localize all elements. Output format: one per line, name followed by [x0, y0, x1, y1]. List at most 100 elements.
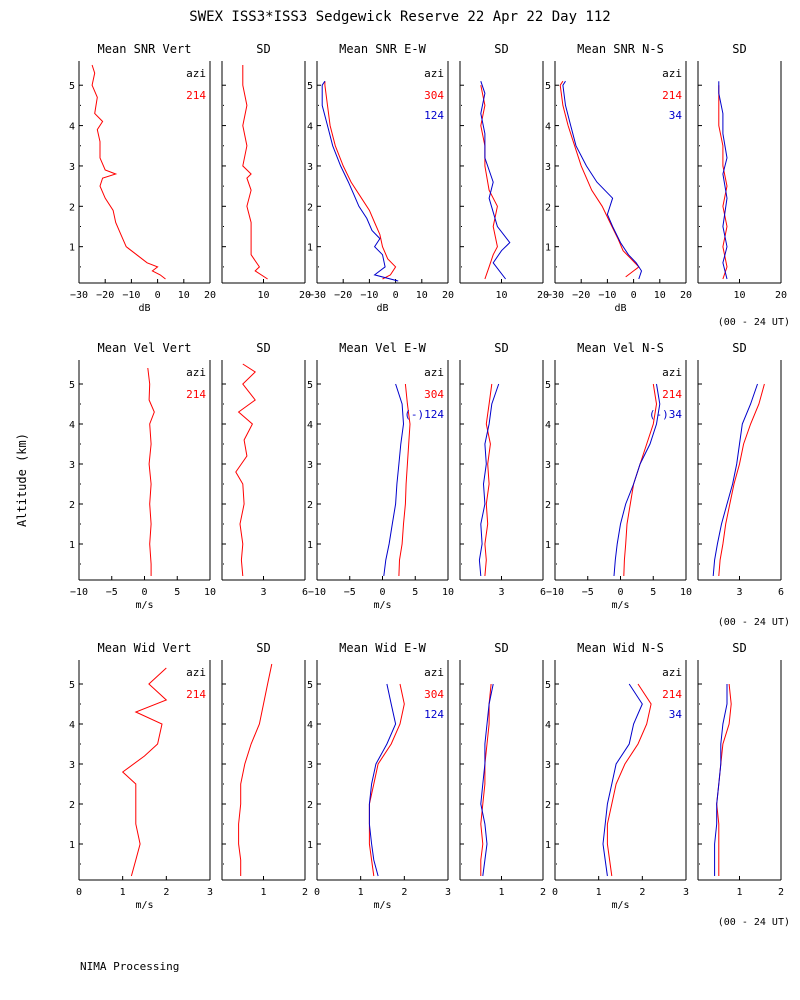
y-tick-label: 2	[307, 202, 313, 213]
x-tick-label: −5	[106, 587, 118, 598]
panel-title: Mean SNR E-W	[339, 42, 426, 56]
y-tick-label: 3	[69, 760, 75, 771]
x-tick-label: −10	[360, 290, 378, 301]
time-range-note: (00 - 24 UT)	[718, 317, 790, 328]
panel-vel-6: SD 3 6	[697, 341, 784, 598]
panel-vel-2: SD 3 6	[221, 341, 308, 598]
y-tick-label: 2	[69, 500, 75, 511]
panel-wid-1: Mean Wid Vert 1 2 3 4 5 0 1 2 3 m/s azi 214	[69, 641, 213, 911]
y-tick-label: 2	[545, 500, 551, 511]
x-tick-label: 20	[537, 290, 549, 301]
panel-title: Mean Wid N-S	[577, 641, 664, 655]
series-line-304	[480, 85, 498, 280]
y-tick-label: 5	[545, 81, 551, 92]
panel-vel-4: SD 3 6	[459, 341, 546, 598]
x-tick-label: 10	[495, 290, 507, 301]
y-tick-label: 2	[69, 202, 75, 213]
series-line-124	[480, 683, 494, 877]
y-tick-label: 2	[69, 800, 75, 811]
x-tick-label: −30	[70, 290, 88, 301]
x-tick-label: 6	[302, 587, 308, 598]
legend-entry: (-)124	[404, 408, 444, 421]
legend-heading: azi	[662, 366, 682, 379]
x-tick-label: 6	[540, 587, 546, 598]
panel-title: Mean Wid E-W	[339, 641, 426, 655]
x-tick-label: −5	[582, 587, 594, 598]
y-tick-label: 3	[69, 460, 75, 471]
x-tick-label: 2	[639, 887, 645, 898]
series-line-34	[712, 383, 758, 577]
series-line-214	[718, 85, 728, 280]
altitude-axis-label: Altitude (km)	[15, 433, 29, 527]
panel-snr-6: SD 10 20	[697, 42, 787, 301]
x-tick-label: 6	[778, 587, 784, 598]
x-tick-label: 3	[736, 587, 742, 598]
panel-title: SD	[256, 42, 270, 56]
legend-heading: azi	[424, 666, 444, 679]
legend-entry: (-)34	[649, 408, 682, 421]
y-tick-label: 3	[545, 760, 551, 771]
legend-heading: azi	[186, 666, 206, 679]
panel-title: SD	[732, 42, 746, 56]
panel-title: Mean SNR Vert	[98, 42, 192, 56]
series-line-124	[368, 683, 397, 877]
y-tick-label: 4	[545, 420, 551, 431]
y-tick-label: 5	[69, 81, 75, 92]
x-tick-label: 0	[393, 290, 399, 301]
footer-processing-label: NIMA Processing	[80, 960, 179, 973]
legend-heading: azi	[424, 366, 444, 379]
panel-wid-3: Mean Wid E-W 1 2 3 4 5 0 1 2 3 m/s azi 304 124	[307, 641, 451, 911]
x-tick-label: −20	[96, 290, 114, 301]
legend-entry: 304	[424, 688, 444, 701]
legend-entry: 34	[669, 109, 683, 122]
series-line-304	[368, 683, 405, 877]
x-axis-label: dB	[614, 303, 626, 314]
panel-title: Mean Vel Vert	[98, 341, 192, 355]
y-tick-label: 1	[545, 243, 551, 254]
y-tick-label: 1	[307, 840, 313, 851]
y-tick-label: 2	[545, 800, 551, 811]
series-line-124	[383, 383, 405, 577]
y-tick-label: 1	[307, 243, 313, 254]
x-tick-label: 1	[498, 887, 504, 898]
y-tick-label: 1	[545, 540, 551, 551]
y-tick-label: 5	[545, 380, 551, 391]
x-tick-label: 20	[680, 290, 692, 301]
panel-snr-1: Mean SNR Vert 1 2 3 4 5 −30 −20 −10 0 10 20 dB azi 214	[69, 42, 216, 314]
x-tick-label: 2	[778, 887, 784, 898]
panel-snr-3: Mean SNR E-W 1 2 3 4 5 −30 −20 −10 0 10 20 dB azi 304 1…	[307, 42, 454, 314]
y-tick-label: 5	[307, 81, 313, 92]
x-tick-label: −10	[598, 290, 616, 301]
panel-wid-4: SD 1 2	[459, 641, 546, 898]
x-tick-label: 3	[445, 887, 451, 898]
series-line-214	[559, 80, 640, 278]
x-tick-label: 10	[257, 290, 269, 301]
y-tick-label: 2	[307, 500, 313, 511]
panel-title: SD	[494, 641, 508, 655]
x-tick-label: 5	[174, 587, 180, 598]
x-tick-label: 20	[775, 290, 787, 301]
x-tick-label: 2	[401, 887, 407, 898]
series-line-214	[238, 663, 273, 876]
x-tick-label: 20	[204, 290, 216, 301]
x-tick-label: 20	[299, 290, 311, 301]
legend-heading: azi	[662, 666, 682, 679]
x-tick-label: 10	[733, 290, 745, 301]
y-tick-label: 1	[307, 540, 313, 551]
series-line-34	[602, 683, 643, 877]
series-line-124	[478, 383, 500, 577]
y-tick-label: 1	[69, 840, 75, 851]
panel-snr-4: SD 10 20	[459, 42, 549, 301]
legend-heading: azi	[186, 366, 206, 379]
panel-snr-2: SD 10 20	[221, 42, 311, 301]
x-tick-label: −20	[572, 290, 590, 301]
x-tick-label: 2	[302, 887, 308, 898]
y-tick-label: 2	[545, 202, 551, 213]
panel-wid-6: SD 1 2	[697, 641, 784, 898]
x-tick-label: 10	[680, 587, 692, 598]
series-line-124	[321, 80, 399, 282]
series-line-124	[480, 81, 511, 280]
